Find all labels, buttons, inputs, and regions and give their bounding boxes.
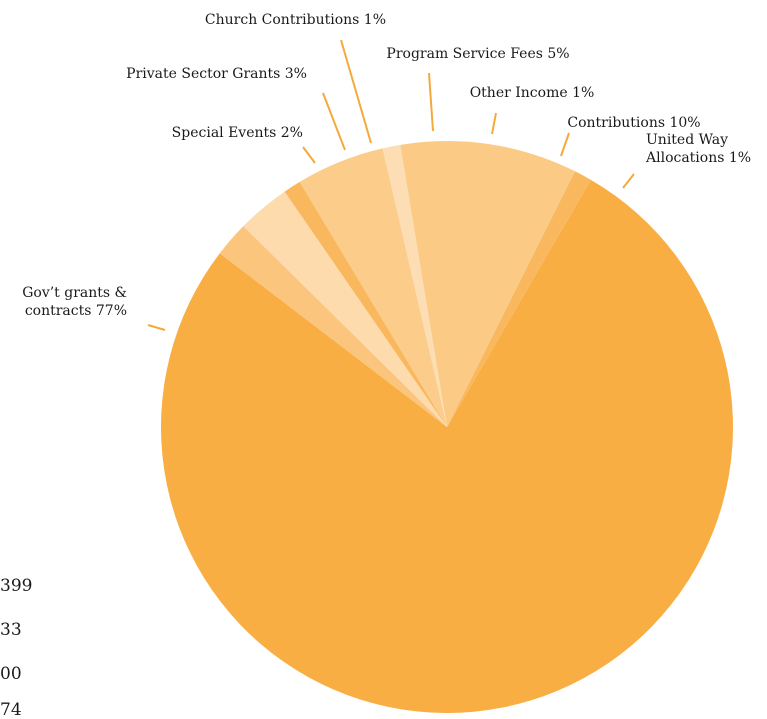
pie-slice-gov-t-grants: [160, 179, 733, 714]
partial-number: 399: [0, 576, 32, 596]
slice-label-private-sector-grants-3: Private Sector Grants 3%: [126, 66, 307, 82]
leader-line-program-service-fees-5: [428, 72, 434, 132]
slice-label-gov-t-grants: Gov’t grants & contracts 77%: [22, 285, 127, 319]
leader-lines: [147, 39, 635, 331]
partial-numbers: 399 33 00 74: [0, 576, 32, 719]
leader-line-private-sector-grants-3: [322, 92, 346, 151]
slice-label-church-contributions-1: Church Contributions 1%: [205, 12, 386, 28]
pie-slice-other-income-1: [382, 144, 447, 427]
pie-slice-church-contributions-1: [284, 181, 447, 427]
slice-label-other-income-1: Other Income 1%: [470, 85, 595, 101]
slices-layer: [160, 140, 733, 714]
partial-number: 74: [0, 700, 22, 715]
leader-line-gov-t-grants: [147, 324, 166, 331]
leader-line-other-income-1: [491, 112, 497, 135]
slice-labels: Gov’t grants & contracts 77% Special Event…: [22, 12, 751, 319]
slice-label-special-events-2: Special Events 2%: [172, 125, 303, 141]
slice-label-united-way: United Way Allocations 1%: [645, 132, 751, 166]
pie-slice-program-service-fees-5: [299, 148, 447, 427]
pie-slice-contributions-10: [400, 140, 576, 427]
slice-label-contributions-10: Contributions 10%: [567, 115, 700, 131]
partial-number: 00: [0, 664, 22, 684]
leader-line-contributions-10: [560, 132, 570, 157]
pie-slice-united-way: [447, 171, 591, 427]
partial-number: 33: [0, 620, 22, 640]
leader-line-united-way: [622, 173, 635, 189]
pie-slice-special-events-2: [219, 226, 447, 427]
pie-slice-private-sector-grants-3: [243, 191, 447, 427]
leader-line-special-events-2: [302, 146, 316, 164]
slice-label-program-service-fees-5: Program Service Fees 5%: [386, 46, 569, 62]
leader-line-church-contributions-1: [340, 39, 372, 144]
